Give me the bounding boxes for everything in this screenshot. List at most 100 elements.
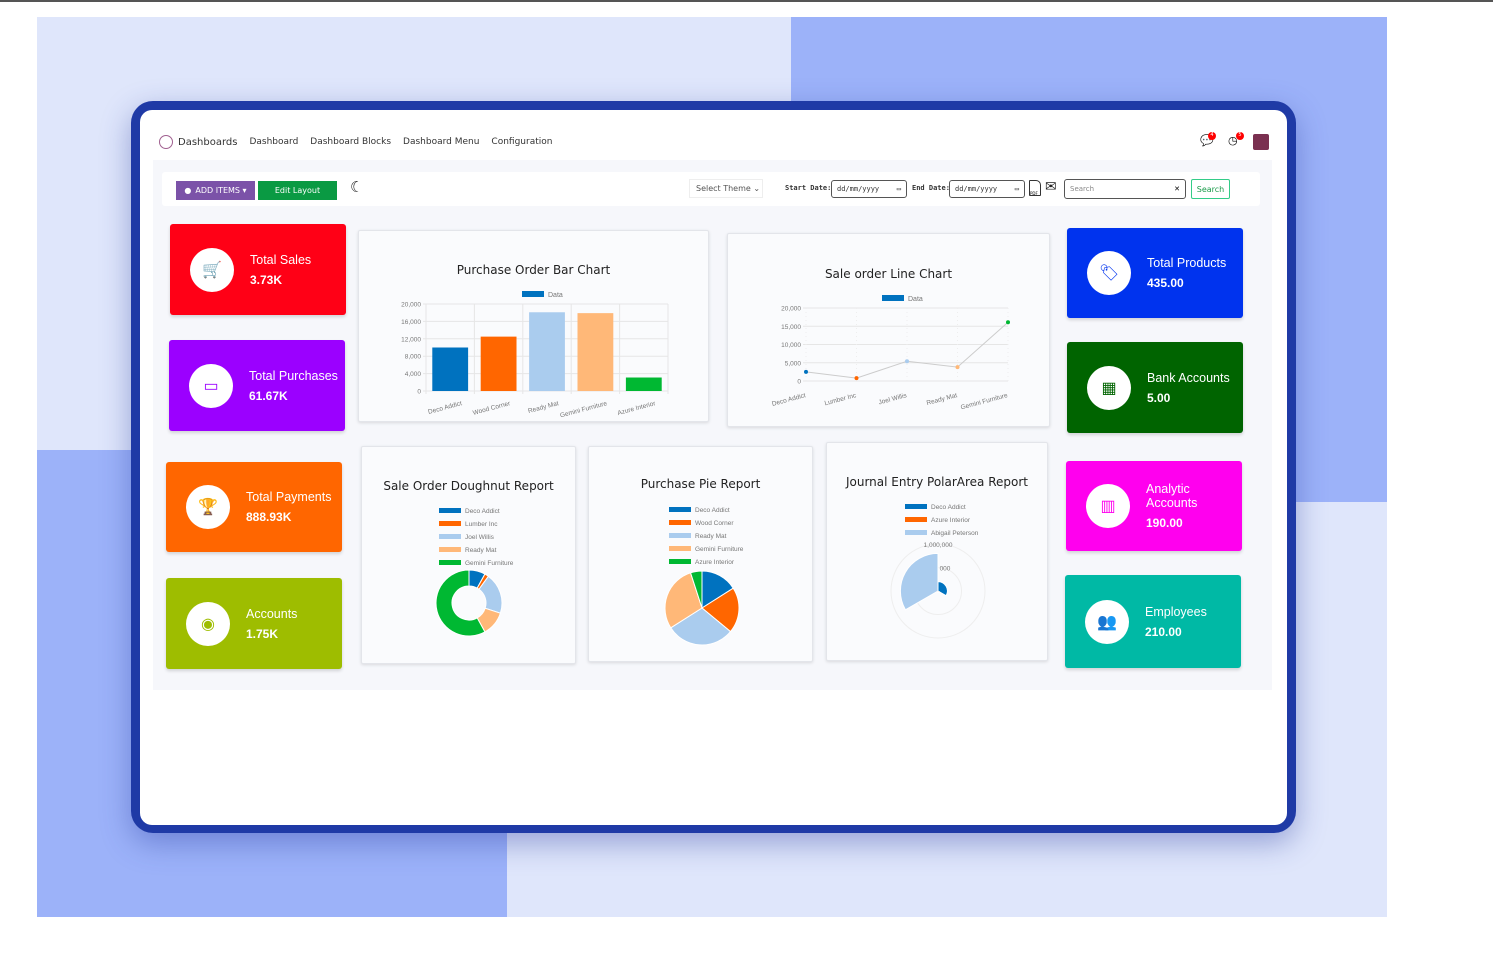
nav-dashboard-menu[interactable]: Dashboard Menu [403,137,480,147]
tile-value: 5.00 [1147,390,1171,405]
legend-label: Ready Mat [465,547,497,554]
tile-value: 888.93K [246,510,292,524]
point-deco-addict [804,369,808,374]
polar-chart-card: Journal Entry PolarArea Report Deco Addic… [826,442,1048,661]
y-tick-label: 10,000 [781,342,801,349]
y-tick-label: 5,000 [785,360,802,367]
legend-swatch [439,560,461,565]
y-tick-label: 4,000 [405,371,422,378]
legend-label: Gemini Furniture [465,560,514,567]
legend-label: Joel Willis [465,534,495,541]
legend-label: Deco Addict [695,507,730,514]
y-tick-label: 15,000 [781,324,801,331]
credit-card-icon: ▭ [189,363,233,408]
legend-swatch [439,508,461,513]
doughnut-chart-card: Sale Order Doughnut Report Deco Addict Lum… [361,446,576,664]
legend-label: Abigail Peterson [931,530,979,537]
theme-select[interactable]: Select Theme ⌄ [689,179,763,198]
search-button[interactable]: Search [1191,179,1230,199]
kpi-tile-bank-accounts[interactable]: ▦ Bank Accounts 5.00 [1067,342,1243,433]
x-tick-label: Deco Addict [427,400,463,416]
calendar-icon: ▭ [896,185,901,193]
y-tick-label: 0 [417,389,421,396]
bar-ready-mat [529,312,565,391]
legend-swatch [439,547,461,552]
legend-label: Deco Addict [931,504,966,511]
kpi-tile-total-sales[interactable]: 🛒 Total Sales 3.73K [170,224,346,315]
tile-title: Total Payments [246,490,332,504]
search-placeholder: Search [1070,185,1095,193]
legend-swatch [669,546,691,551]
polar-segment-deco-addict [937,581,948,597]
bar-wood-corner [480,336,517,391]
legend-label: Lumber Inc [465,521,498,528]
clear-x-icon[interactable]: ✕ [1174,185,1180,193]
legend-swatch [905,504,927,509]
chart-title: Purchase Order Bar Chart [456,263,611,277]
edit-layout-button[interactable]: Edit Layout [258,181,337,200]
start-date-label: Start Date: [785,184,832,192]
slice-gemini-furniture [664,572,703,629]
chat-icon[interactable]: 💬 4 [1200,132,1216,147]
pdf-label: PDF [1030,191,1038,196]
tile-title: Bank Accounts [1147,370,1230,385]
kpi-tile-total-payments[interactable]: 🏆 Total Payments 888.93K [166,462,342,552]
kpi-tile-total-products[interactable]: 🏷 Total Products 435.00 [1067,228,1243,318]
start-date-input[interactable]: dd/mm/yyyy ▭ [831,180,907,198]
legend-swatch [882,295,904,301]
bar-gemini-furniture [577,313,614,391]
kpi-tile-analytic-accounts[interactable]: ▥ Analytic Accounts 190.00 [1066,461,1242,551]
point-ready-mat [955,365,960,370]
pie-chart: Deco Addict Wood Corner Ready Mat Gemini Fu… [664,507,744,646]
brand[interactable]: Dashboards [159,135,237,149]
legend-swatch [439,534,461,539]
slice-azure-interior [689,570,703,609]
add-items-label: ADD ITEMS [195,186,241,195]
brand-label: Dashboards [178,136,238,148]
slice-gemini-furniture [435,569,486,637]
dark-mode-moon-icon[interactable]: ☾ [350,178,364,196]
tile-title: Employees [1145,604,1207,619]
point-joel-willis [905,359,909,364]
y-tick-label: 20,000 [781,306,801,313]
user-avatar[interactable] [1253,134,1269,150]
polar-area-chart: Deco Addict Azure Interior Abigail Peterso… [890,504,986,639]
cart-icon: 🛒 [190,247,234,292]
nav-dashboard[interactable]: Dashboard [249,137,299,147]
add-items-button[interactable]: ● ADD ITEMS ▾ [176,181,255,200]
theme-select-value: Select Theme [696,184,751,193]
legend-label: Wood Corner [695,520,734,527]
app-logo-icon [159,135,173,149]
end-date-label: End Date: [912,184,950,192]
x-tick-label: Deco Addict [771,392,807,408]
legend-swatch [522,291,544,297]
legend-swatch [439,521,461,526]
tile-title: Total Products [1147,256,1227,270]
bar-chart-card: Purchase Order Bar Chart Data 20,000 16,000… [358,230,709,422]
kpi-tile-total-purchases[interactable]: ▭ Total Purchases 61.67K [169,340,345,431]
legend-label: Data [548,292,563,299]
activity-clock-icon[interactable]: ◷ 5 [1228,132,1244,147]
nav-configuration[interactable]: Configuration [491,137,553,147]
pdf-export-icon[interactable]: PDF [1029,180,1041,196]
kpi-tile-accounts[interactable]: ◉ Accounts 1.75K [166,578,342,669]
end-date-input[interactable]: dd/mm/yyyy ▭ [949,180,1025,198]
search-input[interactable]: Search ✕ [1064,179,1186,199]
legend-label: Azure Interior [931,517,971,524]
line-chart: Data 20,000 15,000 10,000 5,000 0 Deco Addict L… [771,295,1010,411]
email-envelope-icon[interactable]: ✉ [1045,179,1057,195]
top-border [0,0,1493,2]
plus-circle-icon: ● [184,186,192,195]
legend-swatch [669,520,691,525]
chat-badge: 4 [1208,132,1216,140]
tile-value: 435.00 [1147,276,1184,290]
kpi-tile-employees[interactable]: 👥 Employees 210.00 [1065,575,1241,668]
bar-chart-icon: ▥ [1086,484,1130,528]
bar-chart: Data 20,000 16,000 12,000 8,000 4,000 0 Deco Ad… [401,291,669,419]
tile-value: 1.75K [246,626,279,641]
chart-title: Sale Order Doughnut Report [383,479,554,493]
series-line [805,321,1009,379]
nav-dashboard-blocks[interactable]: Dashboard Blocks [310,137,392,147]
legend-label: Ready Mat [695,533,727,540]
y-tick-label: 0 [797,379,801,386]
